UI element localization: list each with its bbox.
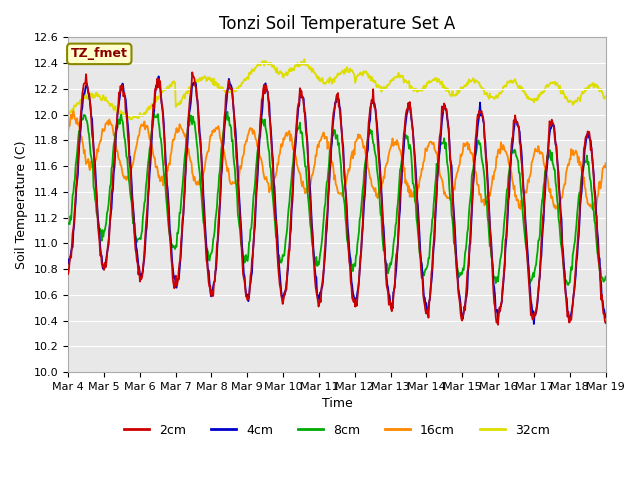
Y-axis label: Soil Temperature (C): Soil Temperature (C): [15, 141, 28, 269]
Legend: 2cm, 4cm, 8cm, 16cm, 32cm: 2cm, 4cm, 8cm, 16cm, 32cm: [119, 419, 555, 442]
X-axis label: Time: Time: [321, 397, 352, 410]
Text: TZ_fmet: TZ_fmet: [71, 48, 128, 60]
Title: Tonzi Soil Temperature Set A: Tonzi Soil Temperature Set A: [219, 15, 455, 33]
